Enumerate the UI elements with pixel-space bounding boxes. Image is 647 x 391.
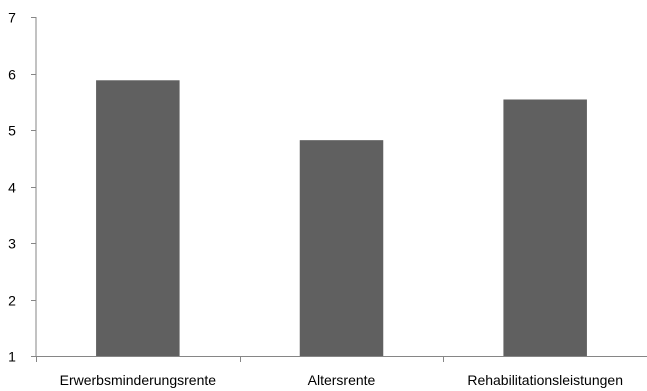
x-category-label: Erwerbsminderungsrente	[60, 372, 217, 388]
bar	[96, 80, 180, 356]
y-tick-label: 3	[8, 236, 16, 252]
y-tick-label: 5	[8, 123, 16, 139]
x-category-label: Altersrente	[308, 372, 376, 388]
bar	[299, 140, 384, 356]
y-tick-label: 4	[8, 180, 16, 196]
x-category-label: Rehabilitationsleistungen	[467, 372, 623, 388]
bars	[96, 80, 587, 357]
y-tick-label: 6	[8, 67, 16, 83]
x-axis	[36, 356, 647, 362]
category-labels: Erwerbsminderungsrente Altersrente Rehabil…	[60, 372, 623, 388]
y-tick-label: 7	[8, 10, 16, 26]
y-axis: 1 2 3 4 5 6 7	[8, 10, 37, 365]
bar	[503, 99, 587, 357]
y-tick-label: 1	[8, 349, 16, 365]
y-tick-label: 2	[8, 293, 16, 309]
